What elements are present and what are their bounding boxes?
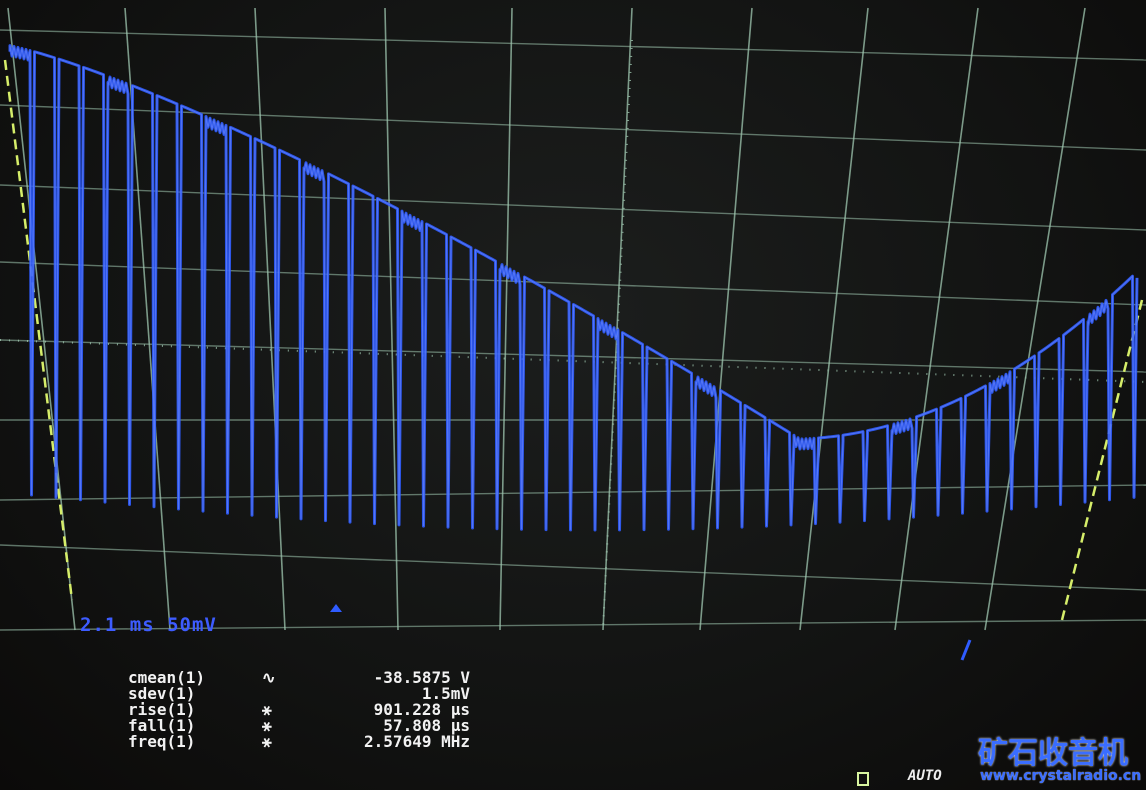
trigger-mode: AUTO <box>908 768 942 784</box>
grid-line-horizontal <box>0 261 1146 306</box>
status-box-icon <box>857 772 869 786</box>
grid-line-horizontal <box>0 104 1146 151</box>
watermark-url: www.crystalradio.cn <box>980 768 1142 784</box>
measurement-value: 901.228 µs <box>373 700 470 719</box>
grid-line-vertical <box>699 7 753 631</box>
measurement-values: -38.5875 V 1.5mV 901.228 µs 57.808 µs 2.… <box>300 670 470 750</box>
grid-line-horizontal <box>0 619 1146 631</box>
measurement-label: fall(1) <box>128 716 196 735</box>
grid-line-horizontal <box>0 544 1146 591</box>
measurement-label: sdev(1) <box>128 684 196 703</box>
grid-line-horizontal <box>0 29 1146 61</box>
grid-line-vertical <box>499 7 513 631</box>
grid-line-vertical <box>984 7 1086 631</box>
unstable-icon: ⚹ <box>262 700 272 719</box>
measurement-label: cmean(1) <box>128 668 206 687</box>
trigger-level-marker <box>960 639 972 661</box>
grid-line-vertical <box>602 7 633 631</box>
measurement-labels: cmean(1) sdev(1) rise(1) fall(1) freq(1) <box>128 670 205 750</box>
measurement-label: freq(1) <box>128 732 196 751</box>
grid-line-vertical <box>384 7 399 631</box>
grid-line-vertical <box>254 7 286 631</box>
measurement-value: 2.57649 MHz <box>364 732 470 751</box>
cursor-right <box>1060 299 1144 621</box>
grid-line-vertical <box>894 7 979 631</box>
grid-line-horizontal <box>0 184 1146 231</box>
grid-line-horizontal <box>0 484 1146 501</box>
grid-line-vertical <box>799 7 869 631</box>
unstable-icon: ⚹ <box>262 716 272 735</box>
timebase: 2.1 ms <box>80 614 155 636</box>
watermark-title: 矿石收音机 <box>978 736 1128 771</box>
measurement-value: 57.808 µs <box>383 716 470 735</box>
unstable-icon: ⚹ <box>262 732 272 751</box>
waveform-highlight <box>9 45 1138 531</box>
scale-readout: 2.1 ms 50mV <box>80 614 217 636</box>
sine-icon: ∿ <box>262 668 276 687</box>
measurement-value: 1.5mV <box>421 684 470 703</box>
measurement-value: -38.5875 V <box>373 668 470 687</box>
measurement-label: rise(1) <box>128 700 196 719</box>
measurement-symbols: ∿ ⚹ ⚹ ⚹ <box>262 670 275 750</box>
volts-per-div: 50mV <box>167 614 217 636</box>
trigger-marker-icon <box>330 604 342 612</box>
cursor-left <box>3 59 74 601</box>
